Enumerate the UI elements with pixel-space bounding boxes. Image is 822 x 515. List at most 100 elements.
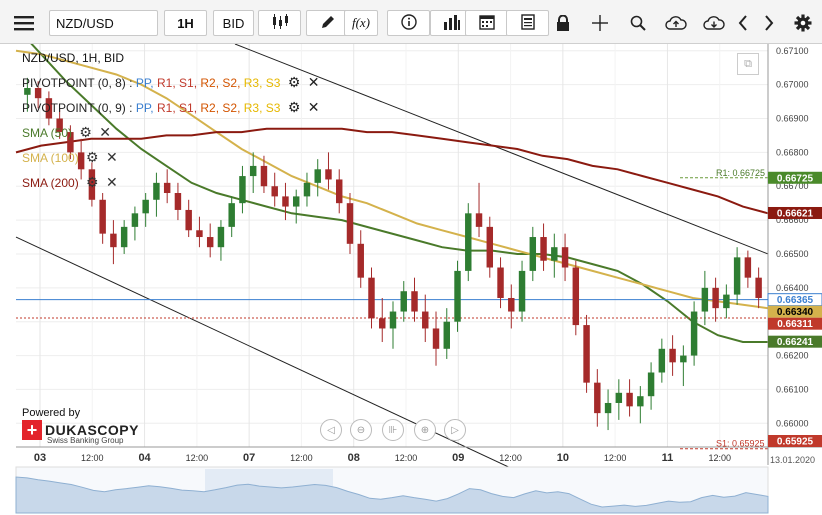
price-tick-label: 0.66200 bbox=[776, 351, 809, 361]
trend-channel bbox=[15, 44, 769, 492]
sma-lines bbox=[15, 44, 769, 343]
zoom-icon[interactable] bbox=[626, 10, 650, 36]
pivot-legend-1: PIVOTPOINT (0, 8) : PP, R1, S1, R2, S2, … bbox=[22, 74, 320, 90]
candle-body bbox=[454, 270, 461, 322]
report-button[interactable] bbox=[506, 10, 549, 36]
time-tick-label: 12:00 bbox=[395, 453, 418, 463]
candle-body bbox=[24, 88, 31, 95]
close-icon[interactable]: ✕ bbox=[105, 149, 118, 165]
candle-body bbox=[465, 213, 472, 271]
candle-body bbox=[508, 297, 515, 312]
candle-body bbox=[88, 169, 96, 200]
side-selector[interactable]: BID bbox=[213, 10, 254, 36]
candle-body bbox=[411, 291, 418, 312]
info-icon bbox=[400, 13, 417, 33]
forward-arrow-icon[interactable] bbox=[759, 10, 779, 36]
candle-body bbox=[400, 291, 407, 312]
candle-body bbox=[228, 203, 235, 227]
candle-body bbox=[529, 237, 537, 271]
close-icon[interactable]: ✕ bbox=[105, 174, 118, 190]
candle-body bbox=[56, 118, 63, 133]
price-badge-label: 0.66241 bbox=[777, 337, 814, 348]
pivot-r3: R3, bbox=[243, 76, 263, 90]
time-tick-label: 09 bbox=[452, 452, 464, 464]
close-icon[interactable]: ✕ bbox=[99, 124, 111, 140]
candle-body bbox=[34, 88, 42, 99]
close-icon[interactable]: ✕ bbox=[307, 74, 320, 90]
cloud-upload-icon[interactable] bbox=[663, 10, 689, 36]
period-selector[interactable]: 1H bbox=[164, 10, 207, 36]
chart-grid bbox=[16, 44, 768, 447]
instrument-selector[interactable]: NZD/USD bbox=[49, 10, 158, 36]
time-tick-label: 12:00 bbox=[604, 453, 627, 463]
price-tick-label: 0.66800 bbox=[776, 147, 809, 157]
indicators-button[interactable]: f(x) bbox=[344, 10, 378, 36]
sma-line bbox=[15, 127, 769, 215]
candle-body bbox=[540, 237, 547, 261]
candle-body bbox=[443, 321, 450, 349]
zoom-out-icon[interactable]: ⊖ bbox=[350, 419, 372, 441]
candle-body bbox=[637, 396, 644, 407]
candle-body bbox=[583, 325, 590, 383]
scroll-left-icon[interactable]: ◁ bbox=[320, 419, 342, 441]
pivot-legend-2: PIVOTPOINT (0, 9) : PP, R1, S1, R2, S2, … bbox=[22, 99, 320, 115]
price-badge-sma50 bbox=[768, 335, 822, 348]
fit-chart-icon[interactable]: ⊪ bbox=[382, 419, 404, 441]
crosshair-icon[interactable] bbox=[588, 10, 612, 36]
settings-gear-icon[interactable] bbox=[792, 10, 814, 36]
candle-body bbox=[153, 182, 160, 200]
candle-body bbox=[131, 213, 139, 227]
sma100-legend: SMA (100) ⚙ ✕ bbox=[22, 149, 118, 166]
gear-icon[interactable]: ⚙ bbox=[86, 149, 99, 165]
back-arrow-icon[interactable] bbox=[733, 10, 753, 36]
candle-body bbox=[271, 186, 278, 197]
lock-icon[interactable] bbox=[551, 10, 575, 36]
pivot-1-name: PIVOTPOINT (0, 8) bbox=[22, 76, 126, 90]
gear-icon[interactable]: ⚙ bbox=[287, 74, 301, 90]
candle-body bbox=[163, 182, 171, 194]
price-badge-sma200 bbox=[768, 206, 822, 219]
calendar-icon bbox=[478, 14, 495, 33]
candle-body bbox=[658, 348, 666, 373]
candle-body bbox=[561, 247, 569, 268]
time-tick-label: 12:00 bbox=[499, 453, 522, 463]
calendar-button[interactable] bbox=[465, 10, 508, 36]
gear-icon[interactable]: ⚙ bbox=[287, 99, 301, 115]
close-icon[interactable]: ✕ bbox=[307, 99, 320, 115]
pivot-r3: R3, bbox=[243, 101, 263, 115]
scroll-right-icon[interactable]: ▷ bbox=[444, 419, 466, 441]
candle-body bbox=[110, 233, 117, 248]
pen-icon bbox=[320, 14, 336, 33]
pivot-s3: S3 bbox=[265, 76, 281, 90]
current-date-label: 13.01.2020 bbox=[770, 455, 815, 465]
detach-icon[interactable]: ⧉ bbox=[737, 53, 759, 75]
candle-body bbox=[325, 169, 332, 180]
gear-icon[interactable]: ⚙ bbox=[79, 124, 92, 140]
time-axis: 03 12:00 04 12:00 07 12:00 08 12:00 09 12:00 10 12:… bbox=[16, 446, 822, 465]
price-badge-label: 0.66311 bbox=[777, 319, 813, 330]
zoom-in-icon[interactable]: ⊕ bbox=[414, 419, 436, 441]
drawing-tool-button[interactable] bbox=[306, 10, 349, 36]
menu-icon[interactable] bbox=[12, 10, 36, 36]
candle-body bbox=[142, 199, 149, 214]
candles bbox=[24, 77, 762, 431]
pivot-r2: R2, bbox=[200, 76, 220, 90]
candle-body bbox=[755, 277, 762, 298]
time-tick-label: 10 bbox=[557, 452, 569, 464]
chart-type-button[interactable] bbox=[258, 10, 301, 36]
cloud-download-icon[interactable] bbox=[701, 10, 727, 36]
candle-body bbox=[669, 348, 676, 363]
dukascopy-logo: + DUKASCOPY bbox=[22, 420, 139, 440]
gear-icon[interactable]: ⚙ bbox=[86, 174, 99, 190]
pivot-r1: R1, bbox=[156, 101, 176, 115]
sma200-label: SMA (200) bbox=[22, 176, 79, 190]
price-tick-label: 0.66900 bbox=[776, 114, 809, 124]
candle-body bbox=[249, 165, 257, 177]
pivot-pp: PP, bbox=[135, 101, 154, 115]
price-badge-s1 bbox=[768, 435, 822, 447]
info-button[interactable] bbox=[387, 10, 430, 36]
candle-body bbox=[733, 257, 741, 295]
chart-title: NZD/USD, 1H, BID bbox=[22, 51, 125, 65]
candle-body bbox=[346, 203, 354, 244]
